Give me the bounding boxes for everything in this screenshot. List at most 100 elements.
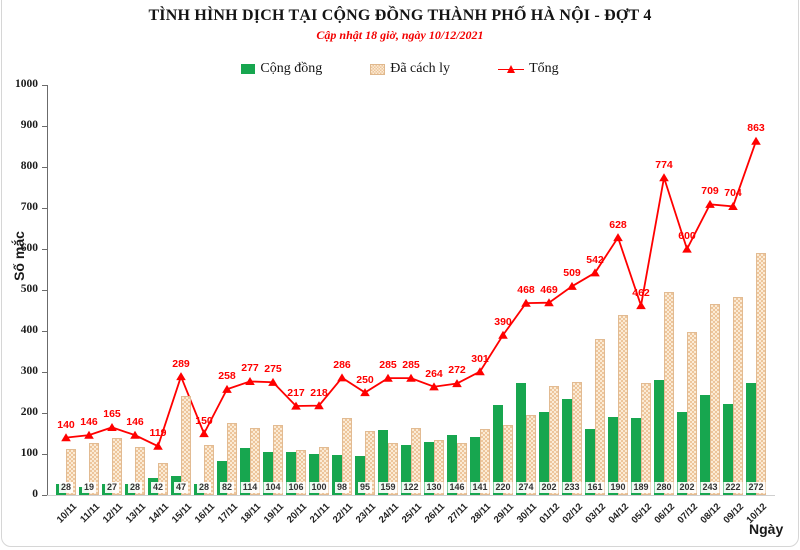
bar-da-cach-ly — [112, 438, 122, 495]
total-marker — [222, 384, 232, 393]
bar-cong-dong — [585, 429, 595, 495]
cong-dong-value-label: 146 — [447, 482, 467, 493]
cong-dong-value-label: 222 — [723, 482, 743, 493]
bar-da-cach-ly — [227, 422, 237, 495]
y-tick-mark — [42, 166, 47, 168]
bar-da-cach-ly — [319, 446, 329, 495]
cong-dong-value-label: 272 — [746, 482, 766, 493]
bar-cong-dong — [493, 404, 503, 495]
y-tick-label: 800 — [20, 160, 38, 172]
bar-da-cach-ly — [365, 431, 375, 495]
bar-da-cach-ly — [595, 338, 605, 495]
bar-cong-dong — [631, 417, 641, 495]
bar-cong-dong — [240, 448, 250, 495]
total-marker — [153, 441, 163, 450]
y-tick-mark — [42, 289, 47, 291]
legend-label-da-cach-ly: Đã cách ly — [390, 61, 451, 76]
x-axis-title: Ngày — [749, 521, 784, 537]
bar-da-cach-ly — [158, 463, 168, 495]
total-marker — [705, 199, 715, 208]
y-tick-mark — [42, 453, 47, 455]
y-tick-label: 300 — [20, 365, 38, 377]
cong-dong-value-label: 114 — [240, 482, 260, 493]
cong-dong-value-label: 274 — [516, 482, 536, 493]
chart-subtitle: Cập nhật 18 giờ, ngày 10/12/2021 — [316, 28, 484, 42]
cong-dong-value-label: 130 — [424, 482, 444, 493]
bar-cong-dong — [677, 412, 687, 495]
y-tick-label: 1000 — [15, 78, 38, 90]
cong-dong-value-label: 98 — [334, 482, 350, 493]
total-marker — [130, 430, 140, 439]
bar-da-cach-ly — [434, 440, 444, 495]
total-value-label: 146 — [80, 416, 98, 429]
cong-dong-value-label: 19 — [81, 482, 97, 493]
bar-cong-dong — [263, 452, 273, 495]
total-marker — [314, 401, 324, 410]
y-tick-label: 500 — [20, 283, 38, 295]
total-marker — [751, 136, 761, 145]
bar-da-cach-ly — [342, 417, 352, 495]
total-marker — [383, 373, 393, 382]
bar-cong-dong — [447, 435, 457, 495]
total-marker — [176, 372, 186, 381]
bar-da-cach-ly — [296, 449, 306, 495]
legend-item-da-cach-ly: Đã cách ly — [370, 61, 450, 77]
total-value-label: 709 — [701, 185, 719, 198]
bar-da-cach-ly — [181, 395, 191, 495]
cong-dong-value-label: 233 — [562, 482, 582, 493]
bar-da-cach-ly — [756, 252, 766, 495]
total-marker — [337, 373, 347, 382]
cong-dong-value-label: 28 — [58, 482, 74, 493]
cong-dong-value-label: 122 — [401, 482, 421, 493]
bar-da-cach-ly — [526, 415, 536, 495]
cong-dong-value-label: 104 — [263, 482, 283, 493]
bar-da-cach-ly — [388, 443, 398, 495]
bar-da-cach-ly — [89, 442, 99, 495]
y-tick-mark — [42, 248, 47, 250]
bar-da-cach-ly — [641, 383, 651, 495]
total-value-label: 289 — [172, 357, 190, 370]
total-marker — [61, 433, 71, 442]
total-marker — [728, 201, 738, 210]
y-tick-label: 400 — [20, 324, 38, 336]
bar-da-cach-ly — [503, 425, 513, 495]
cong-dong-value-label: 189 — [631, 482, 651, 493]
bar-da-cach-ly — [733, 297, 743, 495]
total-marker — [521, 298, 531, 307]
total-marker — [406, 373, 416, 382]
cong-dong-value-label: 202 — [539, 482, 559, 493]
bar-cong-dong — [562, 399, 572, 495]
total-marker — [199, 429, 209, 438]
bar-da-cach-ly — [618, 315, 628, 495]
bar-da-cach-ly — [66, 449, 76, 495]
y-tick-label: 0 — [32, 488, 38, 500]
cong-dong-value-label: 28 — [196, 482, 212, 493]
total-value-label: 146 — [126, 416, 144, 429]
legend: Cộng đồng Đã cách ly Tổng — [0, 61, 800, 77]
y-tick-label: 100 — [20, 447, 38, 459]
bar-da-cach-ly — [135, 446, 145, 495]
total-marker — [475, 367, 485, 376]
y-tick-label: 900 — [20, 119, 38, 131]
legend-label-tong: Tổng — [529, 61, 559, 76]
total-value-label: 150 — [195, 414, 213, 427]
total-value-label: 286 — [333, 358, 351, 371]
cong-dong-value-label: 159 — [378, 482, 398, 493]
bar-da-cach-ly — [204, 444, 214, 495]
total-marker — [567, 281, 577, 290]
bar-da-cach-ly — [273, 424, 283, 495]
cong-dong-value-label: 161 — [585, 482, 605, 493]
bar-cong-dong — [470, 437, 480, 495]
legend-label-cong-dong: Cộng đồng — [260, 61, 323, 76]
total-value-label: 285 — [379, 359, 397, 372]
cong-dong-value-label: 141 — [470, 482, 490, 493]
bar-cong-dong — [700, 395, 710, 495]
cong-dong-value-label: 243 — [700, 482, 720, 493]
total-value-label: 165 — [103, 408, 121, 421]
y-axis-line — [47, 85, 48, 495]
cong-dong-value-label: 28 — [127, 482, 143, 493]
total-value-label: 301 — [471, 352, 489, 365]
red-line-marker-icon — [498, 64, 525, 75]
total-marker — [613, 233, 623, 242]
chart-title: TÌNH HÌNH DỊCH TẠI CỘNG ĐỒNG THÀNH PHỐ H… — [148, 7, 652, 24]
